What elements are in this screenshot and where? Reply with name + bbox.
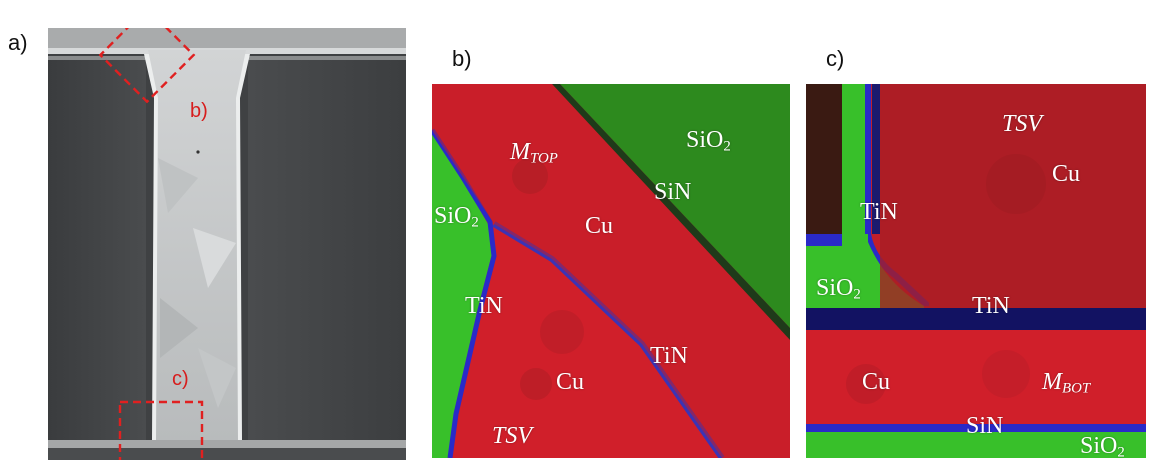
edx-map-c: [806, 84, 1146, 458]
panel-b-letter: b): [452, 46, 472, 71]
label-b-sin: SiN: [654, 179, 692, 205]
label-c-sio2-left: SiO2: [816, 275, 861, 303]
callout-box-c: [118, 400, 204, 460]
callout-c-label: c): [172, 368, 189, 390]
label-b-cu-lower: Cu: [556, 369, 585, 395]
label-b-tin-left: TiN: [465, 293, 503, 319]
label-b-tin-right: TiN: [650, 343, 688, 369]
label-c-sin: SiN: [966, 413, 1004, 439]
label-b-sio2-top: SiO2: [686, 127, 731, 155]
edx-map-b: [432, 84, 790, 458]
label-c-tin-upper: TiN: [860, 199, 898, 225]
sem-image: b) c): [48, 28, 406, 460]
label-b-m-top: MTOP: [510, 139, 558, 167]
label-b-cu-upper: Cu: [585, 213, 614, 239]
label-c-cu-lower: Cu: [862, 369, 891, 395]
panel-a-letter: a): [8, 30, 28, 55]
label-b-tsv: TSV: [492, 423, 533, 449]
panel-c-letter: c): [826, 46, 845, 71]
label-c-sio2-bottom: SiO2: [1080, 433, 1125, 461]
sem-drawing: [48, 28, 406, 460]
callout-b-label: b): [190, 100, 208, 122]
label-c-tsv: TSV: [1002, 111, 1043, 137]
label-c-tin-mid: TiN: [972, 293, 1010, 319]
label-c-cu-upper: Cu: [1052, 161, 1081, 187]
label-b-sio2-left: SiO2: [434, 203, 479, 231]
label-c-m-bot: MBOT: [1042, 369, 1091, 397]
